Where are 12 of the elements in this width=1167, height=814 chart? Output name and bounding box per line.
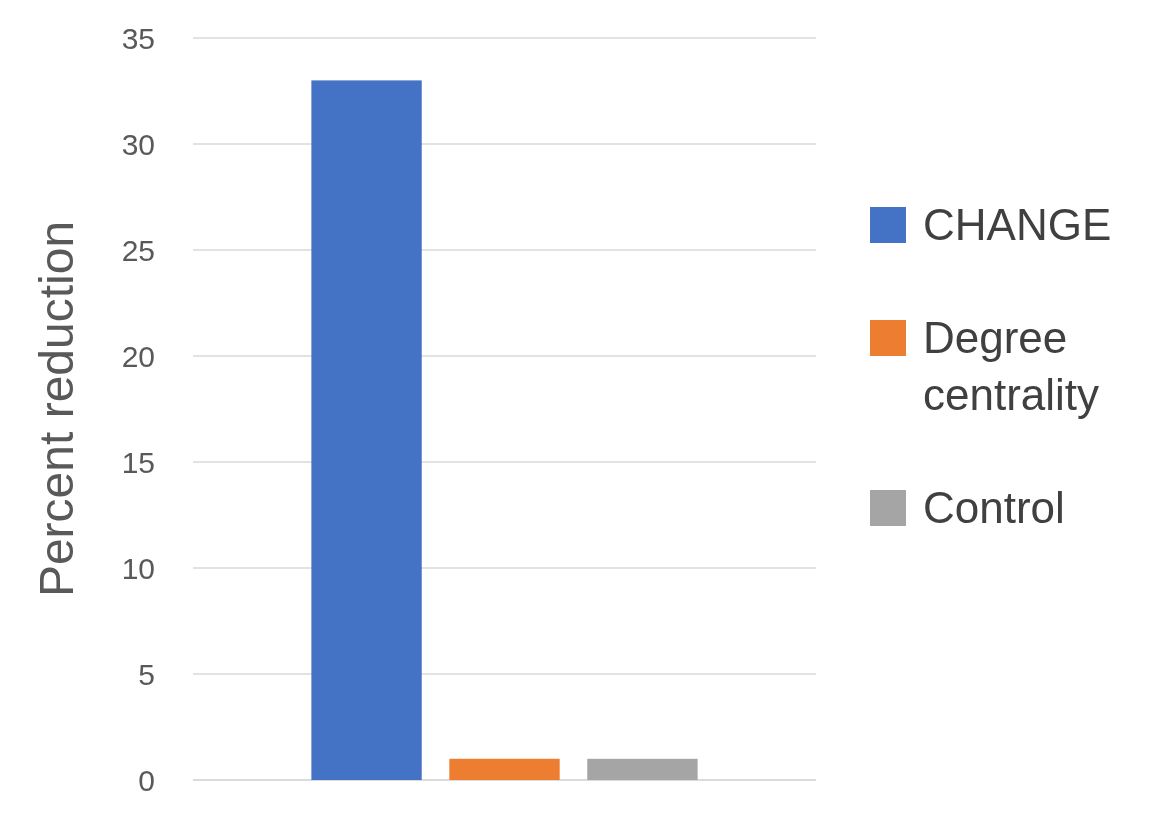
y-tick-label: 15 <box>121 445 155 479</box>
y-tick-label: 30 <box>121 127 155 161</box>
y-tick-label: 0 <box>138 763 155 797</box>
legend-label: Degree centrality <box>923 313 1100 420</box>
y-tick-label: 20 <box>121 339 155 373</box>
y-axis-title: Percent reduction <box>30 220 83 598</box>
y-tick-label: 25 <box>121 233 155 267</box>
legend-label: CHANGE <box>923 200 1112 250</box>
y-tick-label: 10 <box>121 551 155 585</box>
legend-label: Control <box>923 483 1065 533</box>
y-tick-label: 5 <box>138 657 155 691</box>
y-tick-label: 35 <box>121 21 155 55</box>
